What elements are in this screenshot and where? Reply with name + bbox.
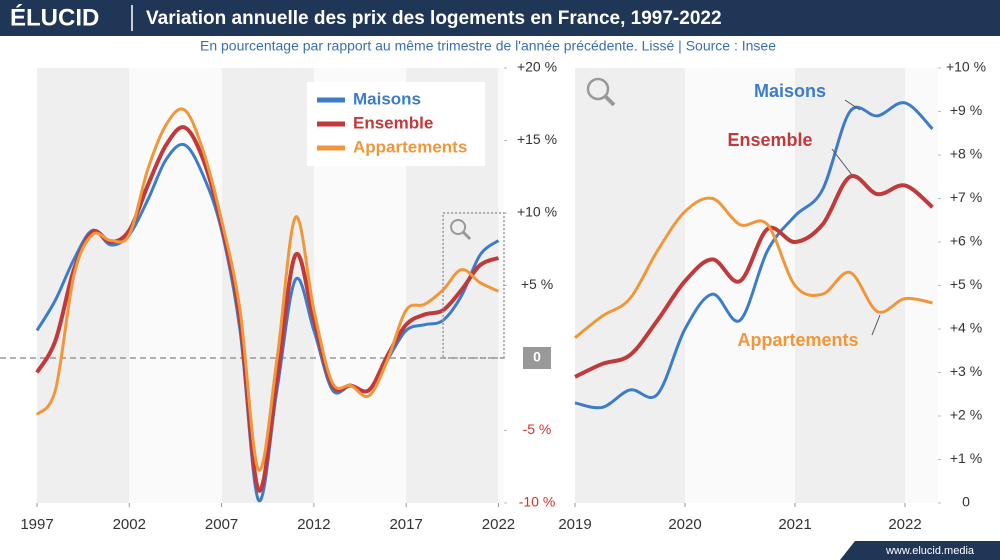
zoom-handle bbox=[462, 230, 472, 241]
y-tick-label: -10 % bbox=[519, 494, 556, 510]
x-tick-label: 2022 bbox=[482, 516, 515, 533]
y-tick-label: +5 % bbox=[521, 276, 553, 292]
legend-label: Ensemble bbox=[353, 113, 433, 132]
y-tick-label: +6 % bbox=[950, 233, 982, 249]
footer: www.elucid.media bbox=[885, 545, 975, 557]
x-tick-label: 2021 bbox=[778, 516, 811, 533]
x-tick-label: 2012 bbox=[297, 516, 330, 533]
x-tick-label: 2002 bbox=[113, 516, 146, 533]
x-tick-label: 2017 bbox=[389, 516, 422, 533]
y-tick-label: +10 % bbox=[517, 204, 557, 220]
label-leader bbox=[831, 148, 853, 176]
zoom-frame bbox=[442, 212, 505, 359]
y-tick-label: +3 % bbox=[950, 363, 982, 379]
y-tick-label: +8 % bbox=[950, 146, 982, 162]
legend-label: Appartements bbox=[353, 137, 467, 156]
band bbox=[37, 68, 130, 503]
y-tick-label: 0 bbox=[962, 494, 970, 510]
zoom-icon bbox=[450, 219, 472, 241]
zoom-lens bbox=[450, 219, 467, 235]
x-tick-label: 1997 bbox=[20, 516, 53, 533]
y-tick-label: +1 % bbox=[950, 450, 982, 466]
band bbox=[129, 68, 222, 503]
band bbox=[498, 68, 504, 503]
band bbox=[575, 68, 685, 503]
y-tick-label: +2 % bbox=[950, 407, 982, 423]
series-label: Ensemble bbox=[727, 130, 812, 150]
header-bar bbox=[0, 0, 1000, 36]
footer-bar bbox=[840, 541, 1000, 560]
label-leader bbox=[844, 99, 861, 111]
series-line bbox=[574, 196, 933, 339]
brand: ÉLUCID bbox=[10, 3, 99, 31]
y-tick-label: -5 % bbox=[523, 421, 552, 437]
subtitle: En pourcentage par rapport au même trime… bbox=[200, 38, 776, 54]
x-tick-label: 2019 bbox=[558, 516, 591, 533]
series-label: Maisons bbox=[754, 81, 826, 101]
series-line bbox=[35, 107, 500, 472]
zero-box bbox=[523, 347, 551, 369]
legend-label: Maisons bbox=[353, 89, 421, 108]
x-tick-label: 2022 bbox=[888, 516, 921, 533]
plots: 1997 2002 2007 2012 2017 2022-10 %-5 %0+5 %+1… bbox=[0, 59, 986, 533]
x-tick-label: 2007 bbox=[205, 516, 238, 533]
title: Variation annuelle des prix des logement… bbox=[146, 8, 722, 29]
band bbox=[795, 68, 905, 503]
series-line bbox=[574, 174, 934, 379]
y-tick-label: +15 % bbox=[517, 131, 557, 147]
series-line bbox=[574, 101, 934, 410]
band bbox=[905, 68, 938, 503]
series-label: Appartements bbox=[737, 330, 858, 350]
zoom-icon bbox=[586, 77, 616, 107]
y-tick-label: +7 % bbox=[950, 189, 982, 205]
band bbox=[685, 68, 795, 503]
y-tick-label: 0 bbox=[533, 349, 541, 365]
x-tick-label: 2020 bbox=[668, 516, 701, 533]
y-tick-label: +9 % bbox=[950, 102, 982, 118]
y-tick-label: +5 % bbox=[950, 276, 982, 292]
y-tick-label: +10 % bbox=[946, 59, 986, 75]
y-tick-label: +4 % bbox=[950, 320, 982, 336]
y-tick-label: +20 % bbox=[517, 59, 557, 75]
label-leader bbox=[871, 314, 881, 336]
